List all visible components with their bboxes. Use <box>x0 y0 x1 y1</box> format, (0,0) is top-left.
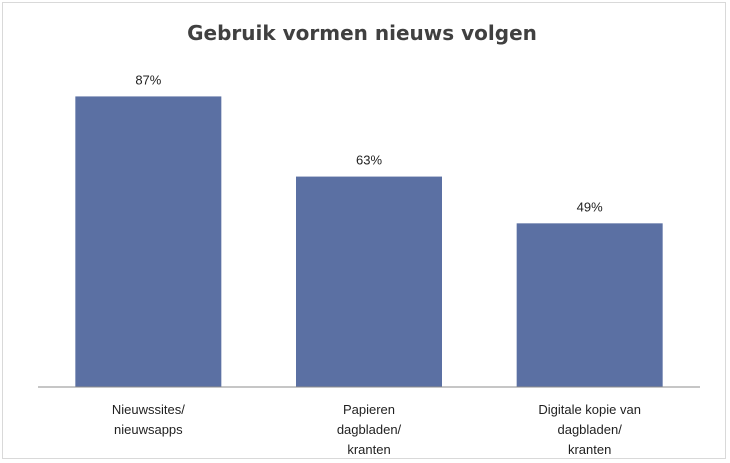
data-label-3: 49% <box>577 199 603 214</box>
bar-1 <box>75 96 222 388</box>
category-labels-group: Nieuwssites/nieuwsapps Papieren dagbladen/… <box>112 402 641 457</box>
bars-group <box>75 96 663 388</box>
data-label-2: 63% <box>356 153 382 168</box>
category-label-line: nieuwsapps <box>114 422 183 437</box>
category-label-line: dagbladen/ <box>557 422 622 437</box>
category-label-line: Digitale kopie van <box>538 402 641 417</box>
category-label-1: Nieuwssites/nieuwsapps <box>112 402 185 437</box>
data-label-1: 87% <box>135 72 161 87</box>
category-label-line: Nieuwssites/ <box>112 402 185 417</box>
category-label-line: kranten <box>568 442 611 457</box>
bar-3 <box>516 223 663 387</box>
category-label-line: dagbladen/ <box>337 422 402 437</box>
category-label-2: Papieren dagbladen/kranten <box>337 402 402 457</box>
chart-title: Gebruik vormen nieuws volgen <box>187 21 537 45</box>
category-label-line: Papieren <box>343 402 395 417</box>
bar-2 <box>296 176 442 387</box>
category-label-line: kranten <box>347 442 390 457</box>
data-labels-group: 87% 63% 49% <box>135 72 603 214</box>
category-label-3: Digitale kopie van dagbladen/kranten <box>538 402 641 457</box>
